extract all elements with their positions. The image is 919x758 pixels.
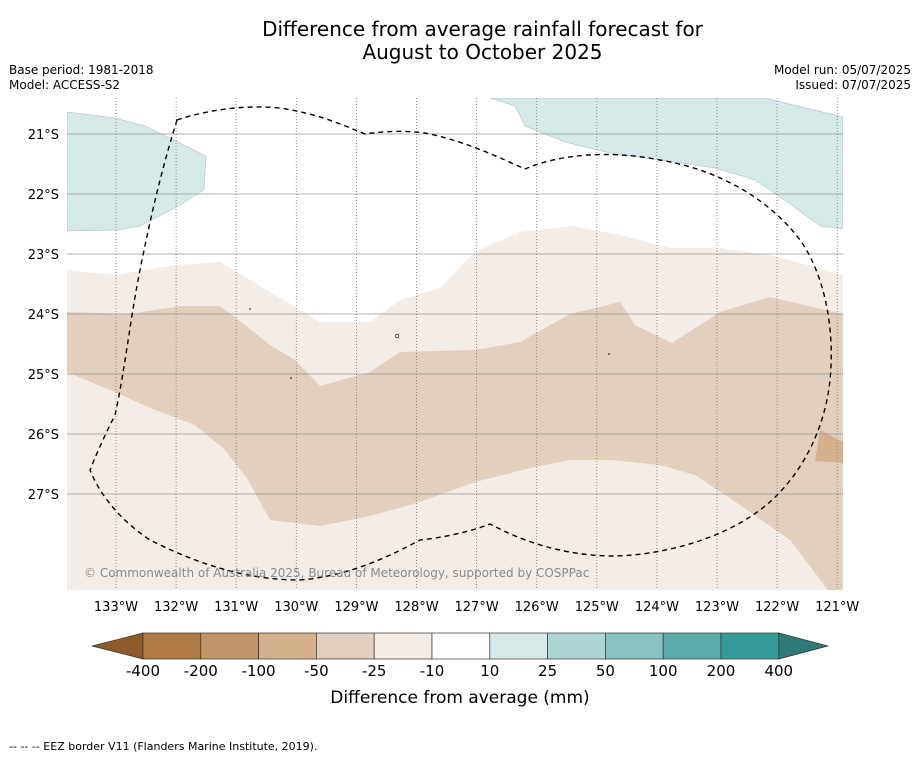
colorbar-tick-label: -400 — [126, 662, 160, 680]
colorbar-tick-label: -100 — [242, 662, 276, 680]
map-area — [67, 98, 843, 590]
colorbar-tick-label: -50 — [304, 662, 329, 680]
colorbar: -400 -200 -100 -50 -25 -10 10 25 50 100 200 400 — [91, 632, 830, 680]
lon-label: 130°W — [274, 600, 318, 615]
lat-label: 27°S — [28, 488, 59, 503]
model-run: Model run: 05/07/2025 — [773, 63, 911, 77]
chart-title: Difference from average rainfall forecas… — [0, 18, 919, 64]
lon-label: 132°W — [154, 600, 198, 615]
meta-left: Base period: 1981-2018 Model: ACCESS-S2 — [9, 63, 154, 93]
issued-date: Issued: 07/07/2025 — [795, 78, 911, 92]
colorbar-tick-label: 25 — [538, 662, 557, 680]
colorbar-swatch — [431, 632, 491, 660]
lon-label: 127°W — [455, 600, 499, 615]
lat-label: 24°S — [28, 308, 59, 323]
copyright-text: © Commonwealth of Australia 2025, Bureau… — [84, 566, 589, 580]
colorbar-swatch — [200, 632, 259, 660]
region-medium-brown — [67, 297, 843, 590]
model-name: Model: ACCESS-S2 — [9, 78, 121, 92]
colorbar-swatch — [142, 632, 202, 660]
colorbar-tick-label: -10 — [420, 662, 445, 680]
colorbar-swatch — [373, 632, 433, 660]
speckle — [394, 333, 400, 339]
title-line-2: August to October 2025 — [362, 40, 603, 64]
colorbar-extend-low — [91, 632, 144, 660]
lat-label: 23°S — [28, 248, 59, 263]
lon-label: 128°W — [394, 600, 438, 615]
colorbar-tick-label: 400 — [764, 662, 793, 680]
colorbar-swatch — [316, 632, 375, 660]
colorbar-tick-label: 50 — [596, 662, 615, 680]
eez-border — [89, 106, 832, 581]
region-dark-brown — [815, 430, 843, 463]
colorbar-title: Difference from average (mm) — [330, 688, 589, 708]
colorbar-tick-label: 10 — [480, 662, 499, 680]
lon-label: 124°W — [635, 600, 679, 615]
graticule — [67, 98, 843, 590]
colorbar-tick-label: 100 — [649, 662, 678, 680]
colorbar-tick-label: -25 — [362, 662, 387, 680]
lon-label: 133°W — [94, 600, 138, 615]
lon-label: 122°W — [755, 600, 799, 615]
region-teal-top-right — [489, 98, 843, 230]
longitude-labels: 133°W 132°W 131°W 130°W 129°W 128°W 127°W 126°W… — [94, 600, 860, 615]
region-teal-left — [67, 111, 207, 232]
footnote: -- -- -- EEZ border V11 (Flanders Marine… — [9, 740, 318, 753]
lat-label: 22°S — [28, 188, 59, 203]
lat-label: 21°S — [28, 128, 59, 143]
colorbar-extend-high — [778, 632, 830, 660]
colorbar-swatch — [547, 632, 606, 660]
lon-label: 129°W — [334, 600, 378, 615]
lat-label: 25°S — [28, 368, 59, 383]
colorbar-tick-label: -200 — [184, 662, 218, 680]
base-period: Base period: 1981-2018 — [9, 63, 154, 77]
colorbar-tick-label: 200 — [707, 662, 736, 680]
lon-label: 126°W — [515, 600, 559, 615]
title-line-1: Difference from average rainfall forecas… — [262, 17, 703, 41]
colorbar-swatch — [605, 632, 664, 660]
speckle — [608, 353, 610, 355]
lon-label: 125°W — [575, 600, 619, 615]
colorbar-swatch — [662, 632, 722, 660]
colorbar-swatch — [489, 632, 548, 660]
lat-label: 26°S — [28, 428, 59, 443]
colorbar-swatch — [720, 632, 780, 660]
lon-label: 131°W — [214, 600, 258, 615]
speckle — [290, 377, 292, 379]
lon-label: 121°W — [815, 600, 859, 615]
latitude-labels: 21°S 22°S 23°S 24°S 25°S 26°S 27°S — [28, 128, 59, 503]
colorbar-swatch — [258, 632, 317, 660]
speckle — [249, 308, 251, 310]
meta-right: Model run: 05/07/2025 Issued: 07/07/2025 — [774, 63, 911, 93]
lon-label: 123°W — [695, 600, 739, 615]
